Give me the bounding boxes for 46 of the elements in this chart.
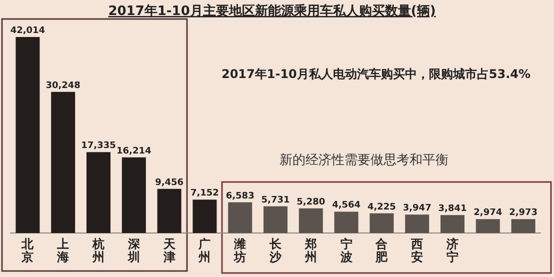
- bar: [511, 219, 536, 233]
- data-label: 3,841: [438, 204, 467, 214]
- x-tick-label: 合肥: [374, 237, 389, 264]
- data-label: 6,583: [226, 191, 254, 202]
- data-label: 9,456: [155, 178, 184, 188]
- bar: [298, 208, 323, 233]
- bar: [264, 206, 288, 233]
- data-label: 2,974: [474, 208, 502, 218]
- data-label: 2,973: [509, 208, 538, 218]
- x-tick-label: 广州: [198, 237, 211, 264]
- data-label: 4,225: [367, 202, 396, 212]
- x-tick-label: 上海: [56, 237, 70, 264]
- bar: [192, 200, 217, 233]
- data-label: 5,280: [296, 197, 326, 208]
- data-label: 4,564: [332, 200, 361, 211]
- annotation: 新的经济性需要做思考和平衡: [280, 153, 448, 168]
- x-tick-label: 杭州: [92, 237, 104, 264]
- annotation: 2017年1-10月私人电动汽车购买中，限购城市占53.4%: [221, 67, 531, 81]
- x-tick-label: 郑州: [304, 237, 317, 264]
- data-label: 5,731: [261, 195, 290, 206]
- data-label: 3,947: [402, 204, 432, 214]
- x-tick-label: 北京: [20, 237, 35, 264]
- bar: [370, 213, 394, 233]
- x-tick-label: 西安: [410, 237, 424, 264]
- bar: [86, 152, 110, 233]
- data-label: 16,214: [116, 146, 152, 156]
- bar: [440, 215, 464, 233]
- x-tick-label: 宁波: [339, 237, 354, 264]
- bar: [122, 157, 146, 233]
- x-tick-label: 长沙: [268, 237, 282, 264]
- x-tick-label: 天津: [162, 237, 176, 264]
- x-tick-label: 济宁: [446, 237, 458, 264]
- bar: [405, 214, 430, 233]
- x-tick-label: 深圳: [126, 237, 141, 264]
- bar: [476, 219, 500, 233]
- data-label: 42,014: [10, 26, 46, 36]
- bar: [157, 188, 182, 233]
- chart-title: 2017年1-10月主要地区新能源乘用车私人购买数量(辆): [108, 3, 436, 19]
- bar: [51, 92, 76, 233]
- bar: [16, 37, 40, 233]
- data-label: 7,152: [190, 188, 219, 199]
- bar: [334, 212, 358, 233]
- data-label: 17,335: [81, 141, 116, 152]
- bar: [228, 202, 252, 233]
- x-tick-label: 潍坊: [233, 237, 246, 264]
- data-label: 30,248: [46, 80, 80, 91]
